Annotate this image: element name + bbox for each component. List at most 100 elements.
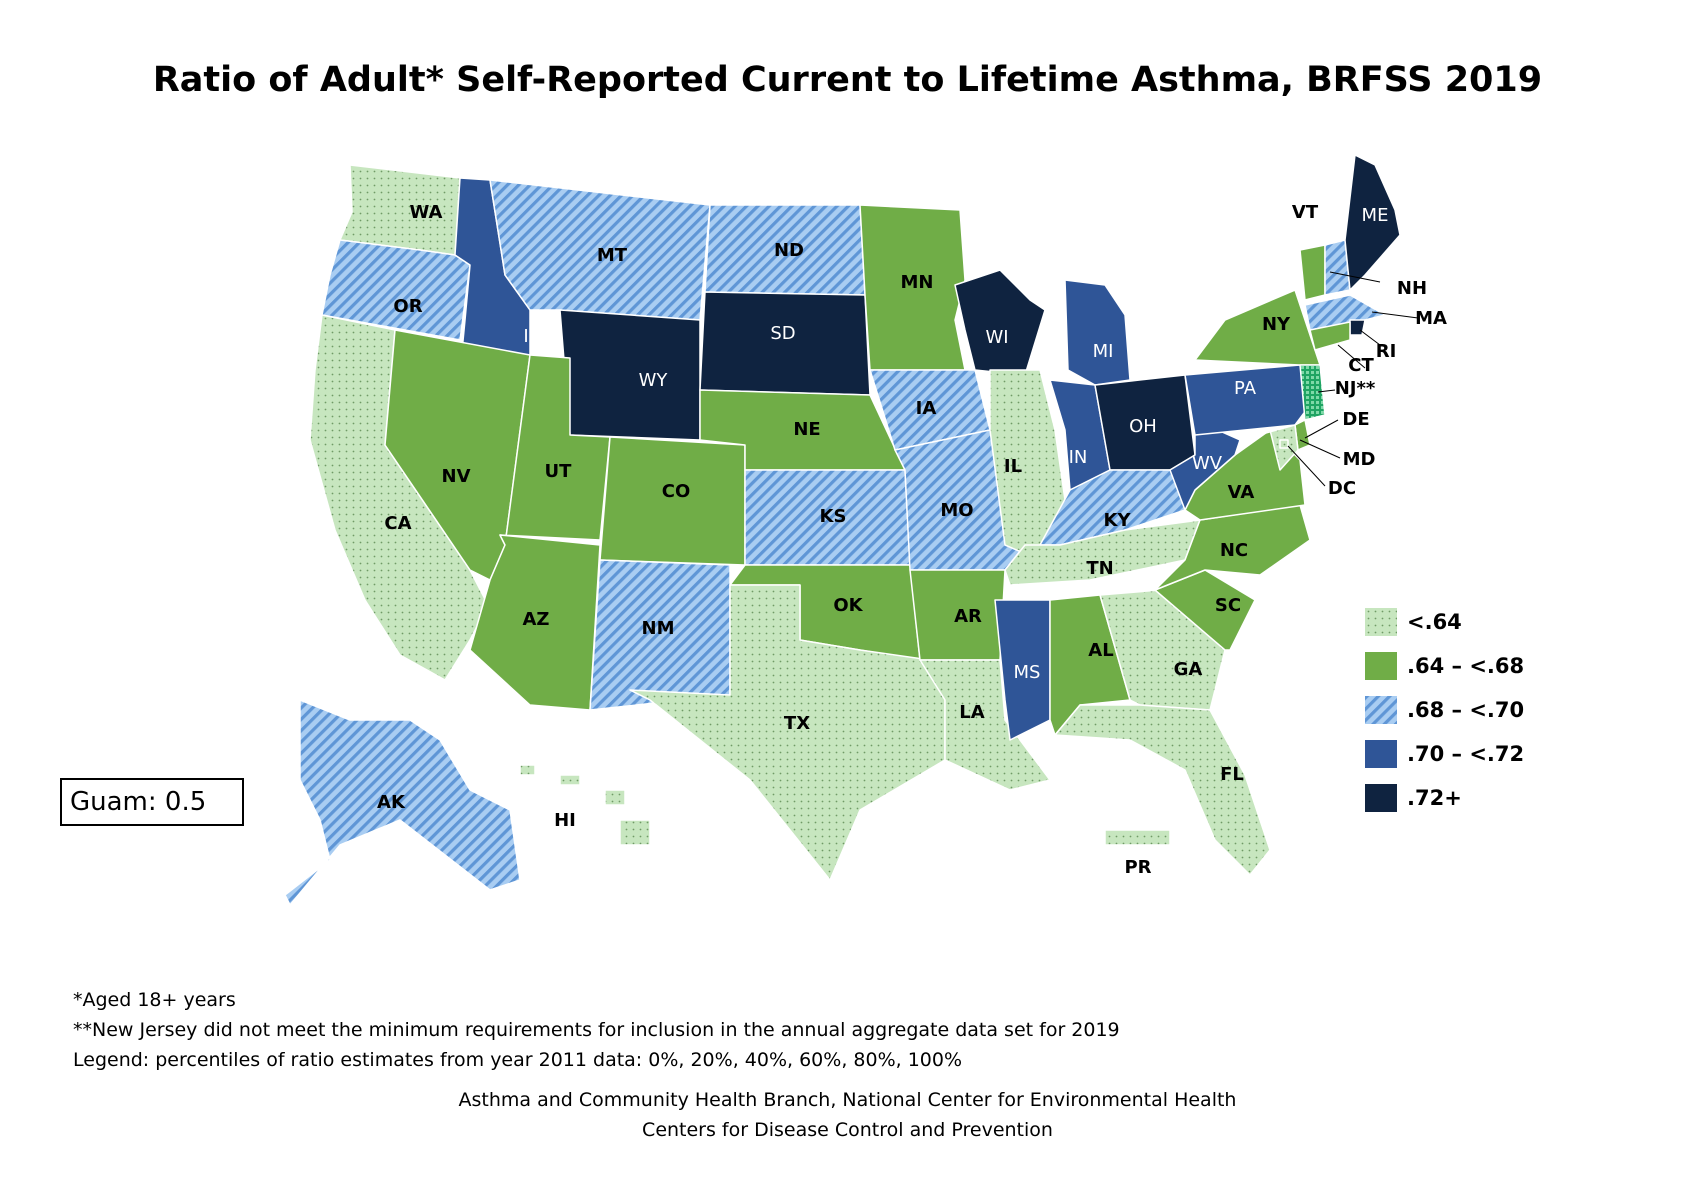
footnote-legend: Legend: percentiles of ratio estimates f… — [73, 1049, 963, 1071]
leader-line — [1304, 419, 1339, 439]
state-label-co: CO — [662, 481, 691, 502]
state-label-wa: WA — [410, 202, 443, 223]
legend-swatch — [1365, 652, 1397, 680]
state-label-mt: MT — [597, 245, 628, 266]
legend-swatch — [1365, 740, 1397, 768]
leader-line — [1359, 329, 1381, 346]
state-label-ne: NE — [793, 419, 820, 440]
state-label-va: VA — [1228, 482, 1255, 503]
state-label-me: ME — [1362, 205, 1389, 226]
state-label-ny: NY — [1262, 314, 1291, 335]
state-label-ri: RI — [1376, 341, 1397, 362]
state-label-oh: OH — [1129, 416, 1157, 437]
leader-line — [1287, 445, 1326, 487]
state-label-tx: TX — [784, 713, 810, 734]
state-label-la: LA — [959, 702, 984, 723]
legend-label: .72+ — [1407, 786, 1462, 810]
state-label-wi: WI — [985, 327, 1008, 348]
state-label-hi: HI — [554, 810, 576, 831]
leader-line — [1337, 344, 1366, 369]
state-label-tn: TN — [1086, 558, 1113, 579]
legend-label: <.64 — [1407, 610, 1462, 634]
state-label-ga: GA — [1174, 659, 1203, 680]
state-ma — [1304, 294, 1386, 331]
state-label-nc: NC — [1220, 540, 1248, 561]
state-label-ut: UT — [545, 461, 573, 482]
leader-line — [1329, 271, 1381, 283]
state-label-ak: AK — [377, 792, 406, 813]
legend-item: .64 – <.68 — [1365, 644, 1524, 688]
state-label-al: AL — [1088, 640, 1113, 661]
state-label-ky: KY — [1104, 510, 1132, 531]
state-label-ks: KS — [820, 506, 847, 527]
legend-label: .68 – <.70 — [1407, 698, 1525, 722]
state-fl — [1054, 704, 1271, 876]
legend: <.64 .64 – <.68 .68 – <.70 .70 – <.72 .72+ — [1365, 600, 1524, 820]
legend-label: .64 – <.68 — [1407, 654, 1525, 678]
state-label-mn: MN — [901, 272, 934, 293]
source-credit: Asthma and Community Health Branch, Nati… — [0, 1085, 1695, 1145]
state-label-de: DE — [1342, 409, 1369, 430]
state-label-il: IL — [1004, 456, 1022, 477]
state-label-ct: CT — [1348, 355, 1374, 376]
state-label-ms: MS — [1014, 662, 1041, 683]
legend-item: .68 – <.70 — [1365, 688, 1524, 732]
legend-swatch — [1365, 784, 1397, 812]
state-wv — [1169, 419, 1241, 511]
state-hi — [519, 764, 651, 846]
legend-label: .70 – <.72 — [1407, 742, 1525, 766]
state-ms — [994, 599, 1051, 741]
map-title: Ratio of Adult* Self-Reported Current to… — [152, 60, 1543, 100]
leader-line — [1299, 439, 1341, 459]
credit-branch: Asthma and Community Health Branch, Nati… — [458, 1089, 1237, 1111]
state-md — [1239, 424, 1299, 471]
state-ri — [1349, 319, 1366, 336]
state-label-vt: VT — [1292, 202, 1319, 223]
leader-line — [1317, 389, 1336, 393]
state-label-id: ID — [523, 326, 542, 347]
state-label-nv: NV — [442, 466, 471, 487]
state-label-sc: SC — [1215, 595, 1241, 616]
states-layer — [284, 154, 1401, 906]
state-label-sd: SD — [770, 323, 795, 344]
legend-item: .72+ — [1365, 776, 1524, 820]
state-dc — [1279, 439, 1289, 449]
footnote-age: *Aged 18+ years — [73, 989, 236, 1011]
state-label-fl: FL — [1220, 764, 1244, 785]
legend-item: .70 – <.72 — [1365, 732, 1524, 776]
state-wi — [954, 269, 1046, 376]
state-label-in: IN — [1069, 447, 1088, 468]
leader-lines — [1287, 271, 1419, 487]
state-nj — [1299, 364, 1326, 421]
state-mi — [1064, 279, 1131, 386]
state-label-wv: WV — [1192, 453, 1223, 474]
state-label-az: AZ — [523, 609, 550, 630]
state-la — [919, 659, 1051, 791]
state-or — [321, 239, 471, 341]
footnotes: *Aged 18+ years **New Jersey did not mee… — [73, 985, 1120, 1075]
state-label-dc: DC — [1328, 478, 1356, 499]
state-label-nd: ND — [774, 240, 804, 261]
state-label-wy: WY — [639, 370, 669, 391]
leader-line — [1371, 311, 1419, 319]
state-mn — [859, 204, 966, 371]
state-label-ma: MA — [1415, 308, 1447, 329]
credit-cdc: Centers for Disease Control and Preventi… — [642, 1119, 1053, 1141]
state-vt — [1299, 244, 1326, 301]
state-label-md: MD — [1343, 449, 1376, 470]
state-label-nm: NM — [642, 618, 675, 639]
state-ct — [1309, 321, 1351, 351]
state-label-mi: MI — [1093, 341, 1114, 362]
legend-item: <.64 — [1365, 600, 1524, 644]
state-label-pr: PR — [1124, 857, 1151, 878]
state-label-ca: CA — [384, 513, 411, 534]
legend-swatch — [1365, 608, 1397, 636]
state-label-ia: IA — [916, 398, 937, 419]
state-label-pa: PA — [1234, 378, 1257, 399]
state-pa — [1184, 364, 1311, 436]
state-labels: WA OR CA ID NV MT WY UT AZ CO NM ND SD NE KS OK TX MN IA MO… — [377, 202, 1447, 878]
state-label-ok: OK — [833, 595, 863, 616]
state-label-nj: NJ** — [1335, 378, 1376, 399]
legend-swatch — [1365, 696, 1397, 724]
